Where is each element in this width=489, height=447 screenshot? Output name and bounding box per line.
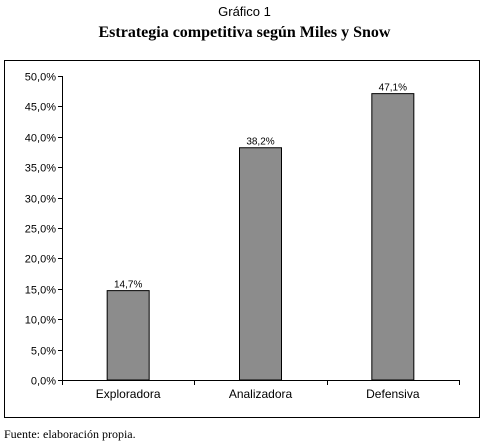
y-tick-label-0: 0,0% (31, 376, 56, 388)
x-tick-label-2: Defensiva (366, 387, 420, 401)
bar-2 (371, 93, 415, 381)
bar-1 (239, 147, 282, 381)
data-label-1: 38,2% (246, 137, 274, 148)
x-tick-label-0: Exploradora (96, 387, 161, 401)
x-tick-label-1: Analizadora (229, 387, 293, 401)
y-tick-label-8: 40,0% (25, 133, 56, 145)
y-tick-label-5: 25,0% (25, 224, 56, 236)
y-axis: 0,0% 5,0% 10,0% 15,0% 20,0% 25,0% 30,0% 35,0% 40… (25, 72, 63, 388)
y-tick-label-3: 15,0% (25, 285, 56, 297)
y-tick-label-4: 20,0% (25, 254, 56, 266)
chart-frame (4, 60, 480, 418)
source-note: Fuente: elaboración propia. (4, 427, 136, 441)
bars: 14,7% 38,2% 47,1% (106, 83, 415, 381)
data-label-0: 14,7% (114, 280, 142, 291)
chart-title: Estrategia competitiva según Miles y Sno… (98, 24, 391, 41)
data-label-2: 47,1% (379, 83, 407, 94)
y-tick-label-9: 45,0% (25, 102, 56, 114)
y-tick-label-1: 5,0% (31, 346, 56, 358)
bar-0 (106, 290, 150, 381)
y-tick-label-7: 35,0% (25, 163, 56, 175)
figure-label: Gráfico 1 (218, 4, 271, 19)
y-tick-label-2: 10,0% (25, 315, 56, 327)
y-tick-label-10: 50,0% (25, 72, 56, 84)
y-tick-label-6: 30,0% (25, 194, 56, 206)
x-axis: Exploradora Analizadora Defensiva (62, 380, 460, 401)
